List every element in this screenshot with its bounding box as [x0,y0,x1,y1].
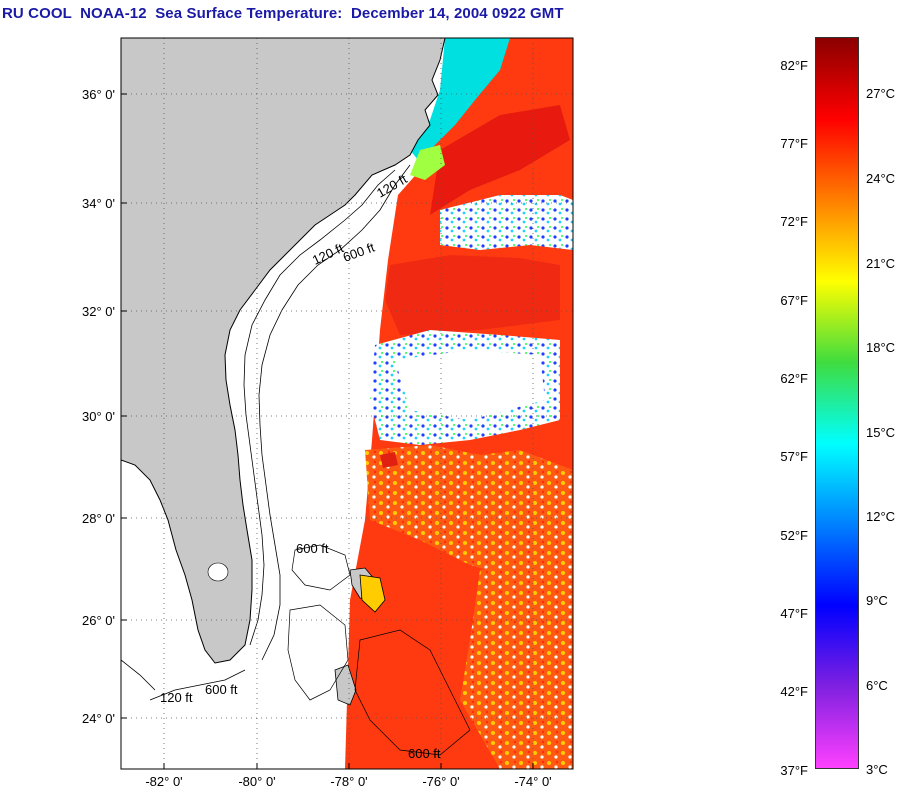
scale-c-label: 15°C [866,425,896,440]
lat-label: 34° 0' [82,196,115,211]
scale-f-label: 67°F [780,293,808,308]
sst-cold-shelf [410,145,445,180]
depth-contour-bahamas [291,544,351,591]
scale-c-label: 6°C [866,678,888,693]
sst-warm-core [385,255,560,335]
sst-mottled [365,445,573,580]
lon-label: -82° 0' [145,774,182,789]
scale-c-label: 24°C [866,171,896,186]
scale-c-label: 18°C [866,340,896,355]
scale-f-label: 47°F [780,606,808,621]
graticule [121,38,573,769]
sst-cloud-region [395,350,545,420]
scale-f-label: 72°F [780,214,808,229]
scale-f-label: 52°F [780,528,808,543]
axis-ticks [121,93,534,769]
contour-label-120ft: 120 ft [160,690,193,705]
map-canvas: 120 ft 600 ft 120 ft 600 ft 600 ft 120 f… [121,38,573,769]
contour-label-600ft: 600 ft [408,746,441,761]
lat-label: 36° 0' [82,87,115,102]
land-us-coast [121,38,446,664]
scale-f-label: 57°F [780,449,808,464]
map-frame [120,37,574,770]
lat-label: 32° 0' [82,304,115,319]
sst-warm-patch [380,452,398,468]
lat-label: 28° 0' [82,511,115,526]
lat-label: 30° 0' [82,409,115,424]
land-bahamas [359,574,386,613]
scale-c-label: 3°C [866,762,888,777]
scale-c-label: 21°C [866,256,896,271]
contour-label-600ft: 600 ft [205,682,238,697]
depth-contour-keys [121,659,156,691]
scale-f-label: 62°F [780,371,808,386]
sst-cold-shelf [410,38,510,160]
lon-label: -78° 0' [330,774,367,789]
lon-label: -76° 0' [422,774,459,789]
sst-mottled [460,560,573,769]
scale-c-label: 12°C [866,509,896,524]
map-title: RU COOL NOAA-12 Sea Surface Temperature:… [2,5,564,22]
lon-label: -74° 0' [514,774,551,789]
depth-contour-bahamas [354,629,471,756]
lake-okeechobee [207,562,229,582]
depth-contour-120ft [243,169,396,646]
depth-contour-keys [149,669,246,701]
depth-contour-bahamas [287,604,349,701]
contour-label-600ft: 600 ft [296,541,329,556]
scale-c-label: 27°C [866,86,896,101]
scale-c-label: 9°C [866,593,888,608]
scale-f-label: 42°F [780,684,808,699]
scale-f-label: 77°F [780,136,808,151]
lon-label: -80° 0' [238,774,275,789]
scale-f-label: 82°F [780,58,808,73]
temperature-colorbar [815,37,859,769]
lat-label: 26° 0' [82,613,115,628]
land-bahamas [334,664,357,706]
sst-warm-core [430,105,570,215]
sst-cloud-band [440,195,573,250]
lat-label: 24° 0' [82,711,115,726]
scale-f-label: 37°F [780,763,808,778]
depth-contour-600ft [258,164,411,661]
